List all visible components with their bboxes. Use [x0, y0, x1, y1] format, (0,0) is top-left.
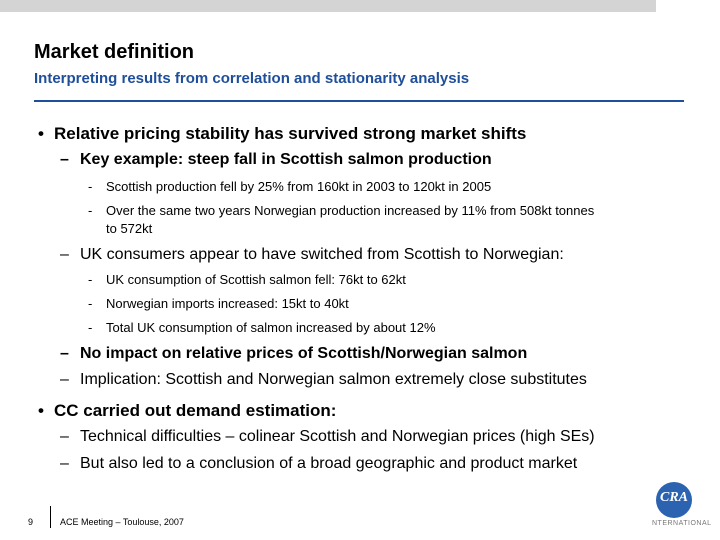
sub-bullet-text: No impact on relative prices of Scottish…: [80, 345, 528, 362]
sub-bullet-broad-market: – But also led to a conclusion of a broad…: [60, 455, 577, 473]
footer-divider: [50, 506, 51, 528]
detail-scottish-production: - Scottish production fell by 25% from 16…: [88, 178, 686, 196]
title-divider: [34, 100, 684, 102]
dash-marker: –: [60, 371, 69, 388]
hyphen-marker: -: [88, 320, 93, 335]
top-bar: [0, 0, 656, 12]
dash-marker: –: [60, 428, 69, 445]
detail-text: Norwegian imports increased: 15kt to 40k…: [106, 296, 349, 311]
dash-marker: –: [60, 345, 69, 362]
hyphen-marker: -: [88, 272, 93, 287]
bullet-text: Relative pricing stability has survived …: [54, 124, 527, 143]
bullet-demand-estimation: • CC carried out demand estimation:: [38, 401, 336, 421]
slide-title: Market definition: [34, 41, 195, 63]
dash-marker: –: [60, 455, 69, 472]
detail-text: Over the same two years Norwegian produc…: [106, 203, 595, 236]
sub-bullet-text: UK consumers appear to have switched fro…: [80, 246, 564, 263]
bullet-text: CC carried out demand estimation:: [54, 401, 337, 420]
detail-text: UK consumption of Scottish salmon fell: …: [106, 272, 406, 287]
detail-uk-scottish-consumption: - UK consumption of Scottish salmon fell:…: [88, 271, 686, 289]
sub-bullet-no-impact: – No impact on relative prices of Scottis…: [60, 345, 527, 363]
bullet-pricing-stability: • Relative pricing stability has survived…: [38, 124, 526, 144]
cra-logo-icon: [656, 482, 692, 518]
sub-bullet-implication: – Implication: Scottish and Norwegian sal…: [60, 371, 587, 389]
bullet-marker: •: [38, 124, 44, 143]
sub-bullet-text: Implication: Scottish and Norwegian salm…: [80, 371, 587, 388]
cra-logo-subtext: NTERNATIONAL: [652, 520, 712, 527]
hyphen-marker: -: [88, 179, 93, 194]
sub-bullet-text: Key example: steep fall in Scottish salm…: [80, 151, 492, 168]
sub-bullet-uk-consumers: – UK consumers appear to have switched fr…: [60, 246, 564, 264]
dash-marker: –: [60, 246, 69, 263]
detail-text: Total UK consumption of salmon increased…: [106, 320, 436, 335]
dash-marker: –: [60, 151, 69, 168]
detail-norwegian-production: - Over the same two years Norwegian produ…: [88, 202, 606, 238]
page-number: 9: [28, 517, 34, 527]
hyphen-marker: -: [88, 296, 93, 311]
slide-subtitle: Interpreting results from correlation an…: [34, 70, 470, 87]
hyphen-marker: -: [88, 203, 93, 218]
footer-text: ACE Meeting – Toulouse, 2007: [60, 517, 184, 527]
cra-logo-text: CRA: [660, 490, 689, 505]
sub-bullet-text: But also led to a conclusion of a broad …: [80, 455, 578, 472]
detail-norwegian-imports: - Norwegian imports increased: 15kt to 40…: [88, 295, 686, 313]
detail-total-uk-consumption: - Total UK consumption of salmon increase…: [88, 319, 686, 337]
sub-bullet-technical-difficulties: – Technical difficulties – colinear Scott…: [60, 428, 595, 446]
bullet-marker: •: [38, 401, 44, 420]
sub-bullet-key-example: – Key example: steep fall in Scottish sal…: [60, 151, 492, 169]
sub-bullet-text: Technical difficulties – colinear Scotti…: [80, 428, 595, 445]
detail-text: Scottish production fell by 25% from 160…: [106, 179, 492, 194]
